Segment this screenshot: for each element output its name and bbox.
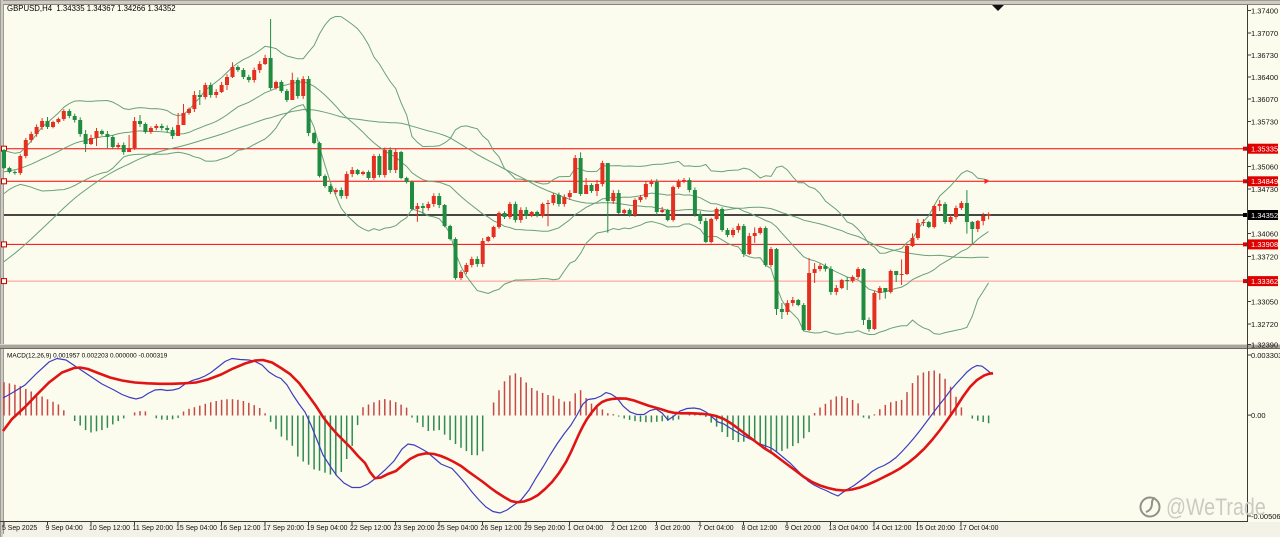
svg-text:1.33908: 1.33908 [1251,240,1278,249]
svg-text:9 Sep 04:00: 9 Sep 04:00 [46,525,83,532]
svg-text:1.36400: 1.36400 [1251,73,1278,82]
svg-text:1.35335: 1.35335 [1251,145,1278,154]
svg-text:1.37070: 1.37070 [1251,29,1278,38]
svg-text:8 Oct 12:00: 8 Oct 12:00 [742,525,778,532]
svg-text:10 Sep 12:00: 10 Sep 12:00 [89,525,130,532]
svg-text:15 Sep 04:00: 15 Sep 04:00 [176,525,217,532]
svg-text:1.37400: 1.37400 [1251,6,1278,15]
svg-text:5 Sep 2025: 5 Sep 2025 [2,525,37,532]
svg-text:1.32390: 1.32390 [1251,340,1278,349]
svg-text:29 Sep 20:00: 29 Sep 20:00 [524,525,565,532]
svg-text:25 Sep 04:00: 25 Sep 04:00 [437,525,478,532]
svg-text:1.36730: 1.36730 [1251,51,1278,60]
svg-text:-0.00506: -0.00506 [1251,512,1280,521]
svg-text:19 Sep 04:00: 19 Sep 04:00 [307,525,348,532]
svg-text:1.34060: 1.34060 [1251,229,1278,238]
svg-text:0.003303: 0.003303 [1251,351,1280,360]
svg-text:22 Sep 12:00: 22 Sep 12:00 [350,525,391,532]
svg-text:15 Oct 20:00: 15 Oct 20:00 [916,525,956,532]
svg-text:1.35060: 1.35060 [1251,162,1278,171]
svg-text:1 Oct 04:00: 1 Oct 04:00 [568,525,604,532]
svg-text:@WeTrade: @WeTrade [1166,493,1266,520]
svg-text:2 Oct 12:00: 2 Oct 12:00 [611,525,647,532]
svg-text:1.33050: 1.33050 [1251,297,1278,306]
svg-text:26 Sep 12:00: 26 Sep 12:00 [481,525,522,532]
svg-text:11 Sep 20:00: 11 Sep 20:00 [133,525,174,532]
svg-text:16 Sep 12:00: 16 Sep 12:00 [220,525,261,532]
svg-text:13 Oct 04:00: 13 Oct 04:00 [829,525,869,532]
svg-text:1.33720: 1.33720 [1251,252,1278,261]
svg-text:23 Sep 20:00: 23 Sep 20:00 [394,525,435,532]
svg-text:GBPUSD,H4 1.34335 1.34367 1.3: GBPUSD,H4 1.34335 1.34367 1.34266 1.3435… [7,4,176,13]
svg-text:1.32720: 1.32720 [1251,320,1278,329]
svg-text:1.34730: 1.34730 [1251,185,1278,194]
svg-text:1.35730: 1.35730 [1251,117,1278,126]
svg-text:7 Oct 04:00: 7 Oct 04:00 [698,525,734,532]
svg-text:0.00: 0.00 [1251,411,1266,420]
svg-text:9 Oct 20:00: 9 Oct 20:00 [785,525,821,532]
svg-text:1.33362: 1.33362 [1251,277,1278,286]
svg-text:17 Oct 04:00: 17 Oct 04:00 [959,525,999,532]
svg-text:1.34352: 1.34352 [1251,211,1278,220]
svg-text:1.36070: 1.36070 [1251,95,1278,104]
svg-text:14 Oct 12:00: 14 Oct 12:00 [872,525,912,532]
svg-text:1.34849: 1.34849 [1251,177,1278,186]
svg-text:MACD(12,26,9) 0.001957 0.00220: MACD(12,26,9) 0.001957 0.002203 0.000000… [7,353,168,360]
svg-text:3 Oct 20:00: 3 Oct 20:00 [655,525,691,532]
svg-text:17 Sep 20:00: 17 Sep 20:00 [263,525,304,532]
